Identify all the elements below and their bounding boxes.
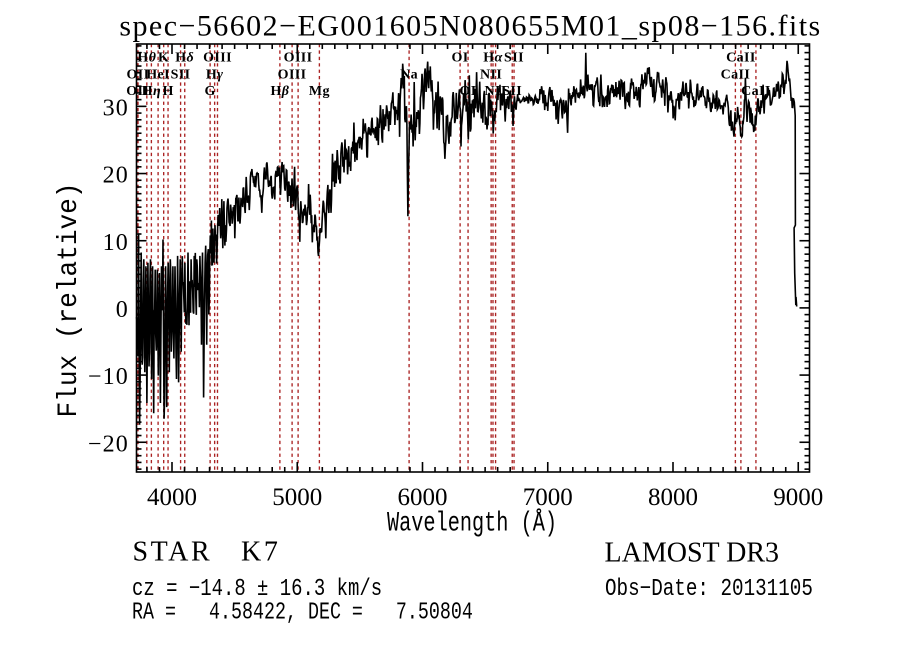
svg-text:Hβ: Hβ xyxy=(270,84,289,99)
svg-text:7000: 7000 xyxy=(523,484,573,511)
svg-text:8000: 8000 xyxy=(648,484,698,511)
svg-text:NII: NII xyxy=(480,68,502,83)
svg-text:Hθ: Hθ xyxy=(137,51,156,66)
svg-text:LAMOST DR3: LAMOST DR3 xyxy=(605,538,780,569)
svg-text:cz = −14.8 ± 16.3 km/s: cz = −14.8 ± 16.3 km/s xyxy=(132,576,382,603)
svg-text:NII: NII xyxy=(484,84,506,99)
svg-text:9000: 9000 xyxy=(773,484,823,511)
svg-text:OII: OII xyxy=(127,68,150,83)
svg-text:Hα: Hα xyxy=(483,51,502,66)
svg-text:SII: SII xyxy=(171,68,191,83)
svg-text:RA = 4.58422, DEC = 7.5080: RA = 4.58422, DEC = 7.50804 xyxy=(132,599,473,626)
svg-text:OI: OI xyxy=(460,84,477,99)
svg-text:5000: 5000 xyxy=(272,484,322,511)
svg-text:STAR K7: STAR K7 xyxy=(133,537,281,568)
svg-text:OI: OI xyxy=(452,51,469,66)
svg-text:Wavelength (Å): Wavelength (Å) xyxy=(387,508,557,540)
svg-text:30: 30 xyxy=(103,95,129,121)
svg-text:OIII: OIII xyxy=(203,51,232,66)
svg-text:CaII: CaII xyxy=(741,84,771,99)
svg-text:OIII: OIII xyxy=(284,51,313,66)
svg-text:OIII: OIII xyxy=(278,68,307,83)
svg-text:HeI: HeI xyxy=(146,68,170,83)
svg-text:4000: 4000 xyxy=(147,484,197,511)
svg-text:H: H xyxy=(162,84,173,99)
svg-text:Hγ: Hγ xyxy=(206,68,224,83)
svg-text:Hη: Hη xyxy=(142,84,161,99)
svg-text:Mg: Mg xyxy=(309,84,330,99)
svg-text:SII: SII xyxy=(504,51,524,66)
svg-text:CaII: CaII xyxy=(726,51,756,66)
svg-text:SII: SII xyxy=(502,84,522,99)
svg-text:CaII: CaII xyxy=(721,68,751,83)
svg-text:−10: −10 xyxy=(88,364,129,390)
svg-text:Na: Na xyxy=(400,68,418,83)
svg-text:0: 0 xyxy=(116,297,129,323)
svg-text:6000: 6000 xyxy=(398,484,448,511)
svg-text:K: K xyxy=(158,51,169,66)
svg-text:20: 20 xyxy=(103,163,129,189)
svg-text:OII: OII xyxy=(126,84,149,99)
svg-text:Obs−Date: 20131105: Obs−Date: 20131105 xyxy=(605,575,813,603)
svg-text:G: G xyxy=(204,84,215,99)
svg-text:Hδ: Hδ xyxy=(175,51,194,66)
svg-text:−20: −20 xyxy=(88,431,129,457)
svg-text:10: 10 xyxy=(103,230,129,256)
svg-text:Flux (relative): Flux (relative) xyxy=(53,182,85,417)
svg-text:spec−56602−EG001605N080655M01_: spec−56602−EG001605N080655M01_sp08−156.f… xyxy=(119,10,821,43)
